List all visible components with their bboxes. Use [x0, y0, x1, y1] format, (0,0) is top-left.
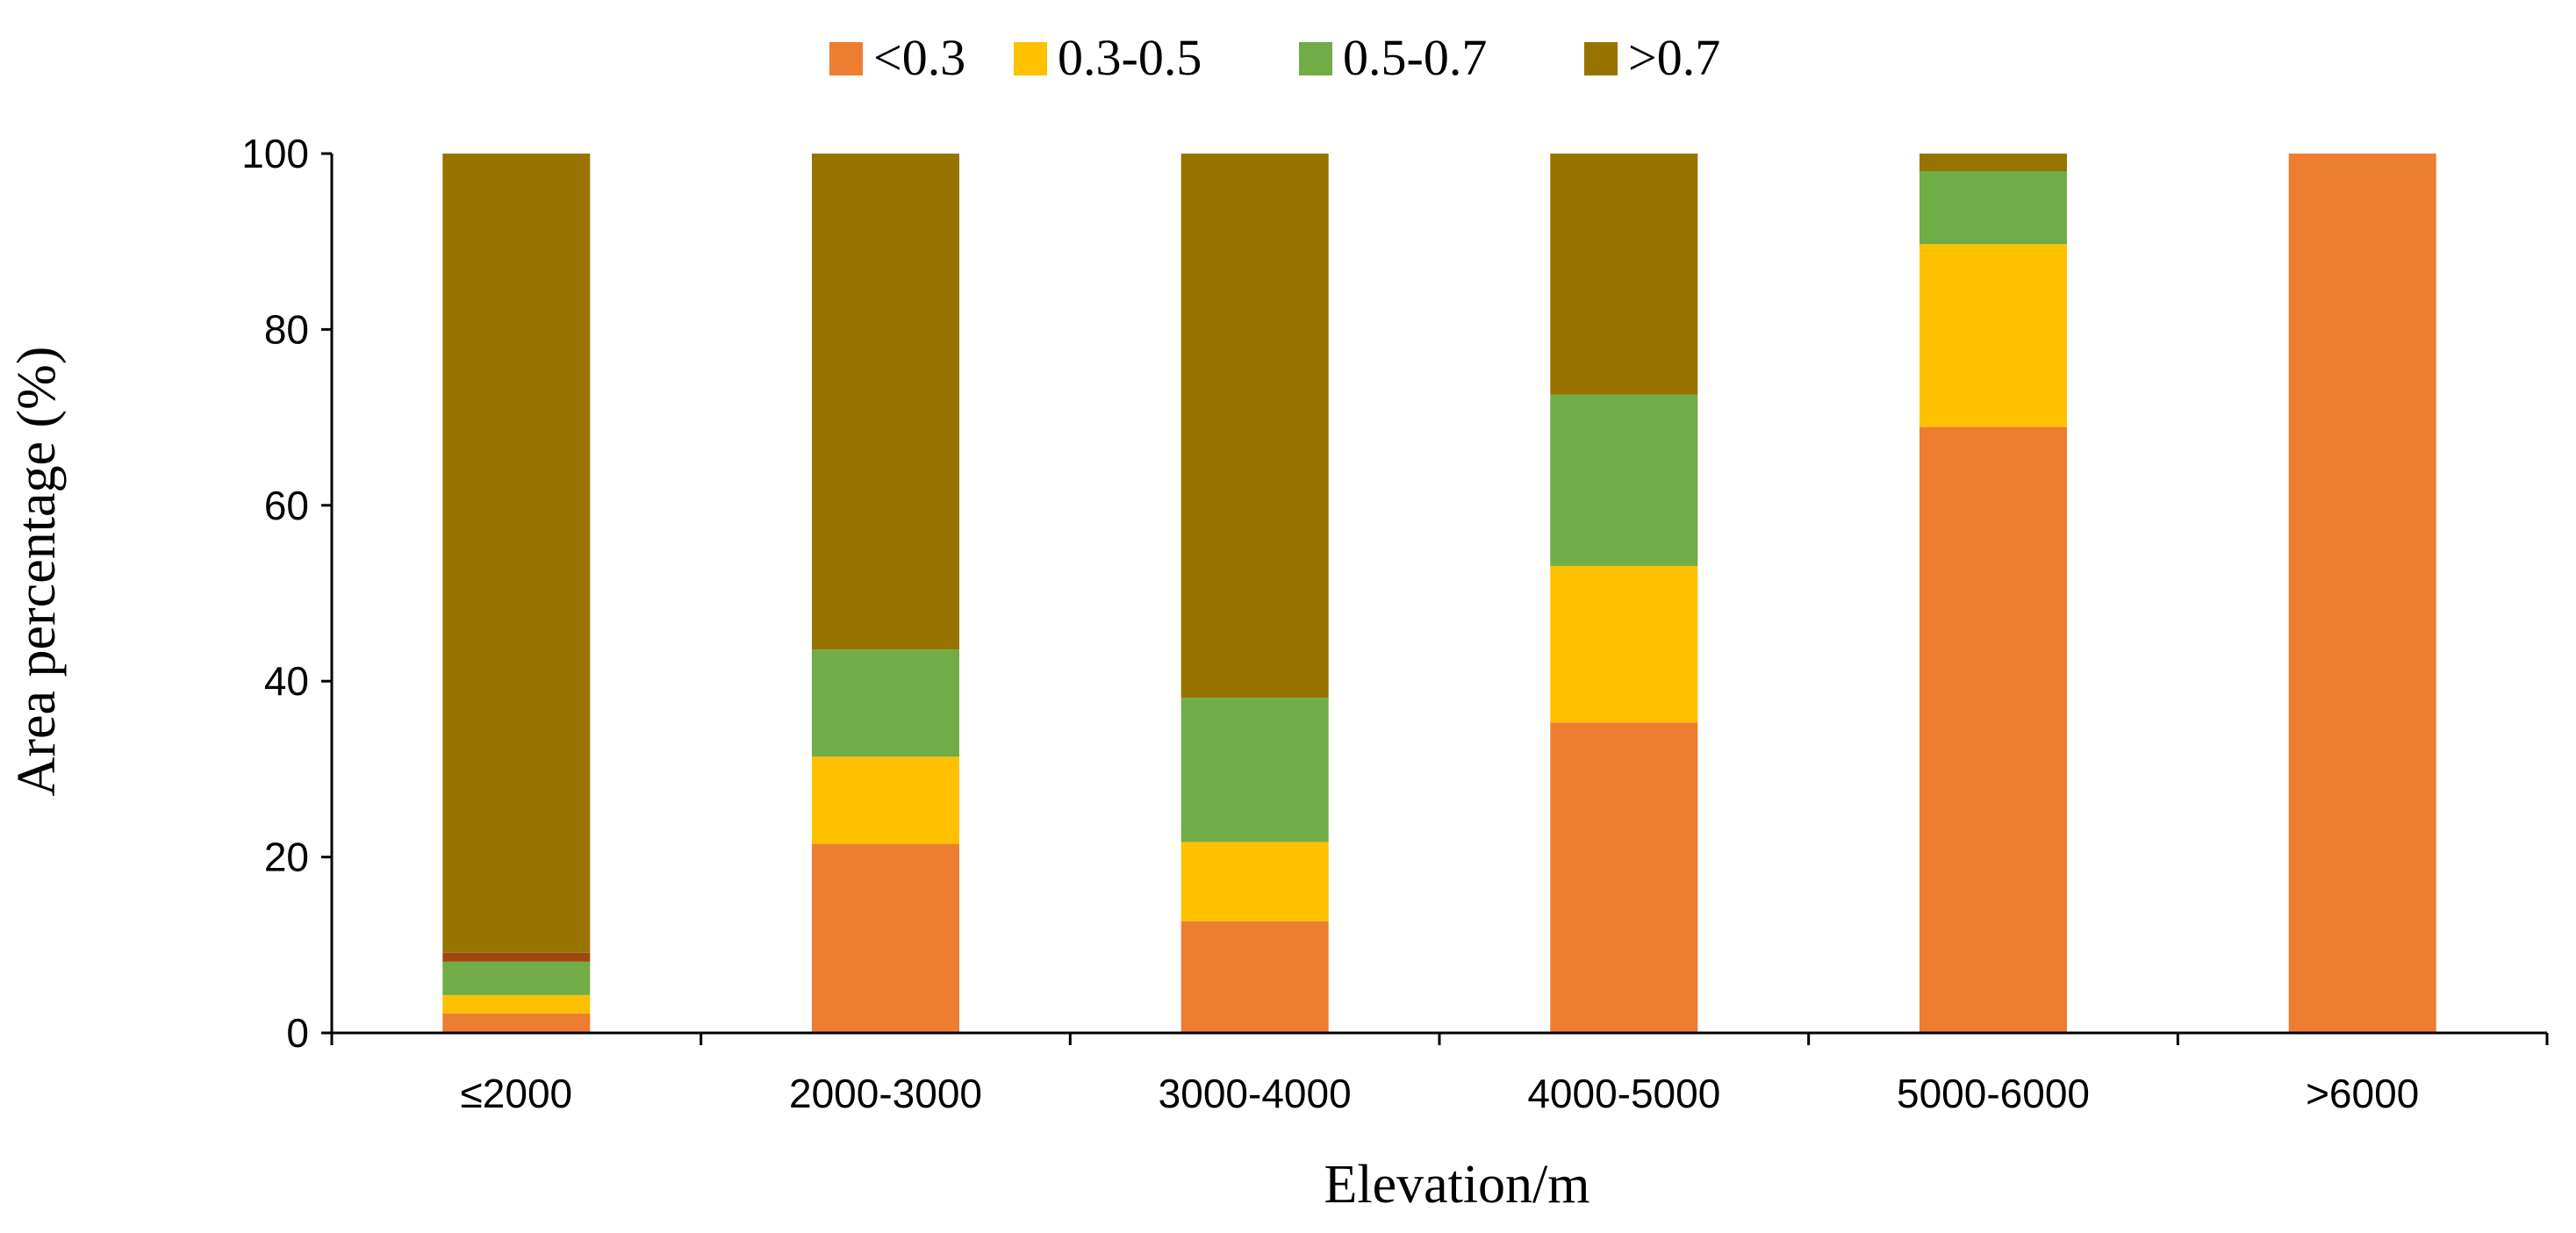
bar-segment-1-5	[442, 154, 591, 953]
bar-segment-3-1	[1180, 921, 1329, 1033]
x-tick-label: >6000	[2306, 1071, 2419, 1116]
bar-segment-4-1	[1550, 722, 1698, 1033]
y-tick-label: 100	[241, 131, 309, 176]
y-tick-label: 60	[264, 483, 309, 528]
bar-segment-5-5	[1919, 154, 2067, 171]
x-axis-title: Elevation/m	[1324, 1155, 1589, 1215]
bar-segment-1-2	[442, 994, 591, 1014]
bar-segment-5-2	[1919, 244, 2067, 427]
legend-label: >0.7	[1628, 29, 1720, 86]
bar-segment-2-2	[812, 756, 959, 844]
bar-segment-2-3	[812, 649, 959, 757]
bar-segment-4-2	[1550, 565, 1698, 723]
bar-segment-2-1	[812, 843, 959, 1033]
bar-segment-5-1	[1919, 427, 2067, 1034]
bar-segment-1-4	[442, 952, 591, 962]
x-tick-label: 3000-4000	[1159, 1071, 1352, 1116]
bar-segment-6-1	[2288, 154, 2436, 1033]
legend-label: <0.3	[873, 29, 965, 86]
legend-label: 0.3-0.5	[1058, 29, 1202, 86]
bar-segment-2-5	[812, 154, 959, 650]
bar-segment-4-5	[1550, 154, 1698, 395]
bar-segment-4-3	[1550, 394, 1698, 566]
y-axis-title: Area percentage (%)	[7, 347, 67, 797]
y-tick-label: 40	[264, 658, 309, 704]
x-axis: ≤2000 2000-3000 3000-4000 4000-5000 5000-600…	[330, 1031, 2549, 1116]
legend-label: 0.5-0.7	[1343, 29, 1487, 86]
y-tick-label: 0	[286, 1010, 309, 1056]
x-tick-label: 2000-3000	[789, 1071, 982, 1116]
bar-segment-3-3	[1180, 698, 1329, 842]
legend: <0.3 0.3-0.5 0.5-0.7 >0.7	[829, 29, 1720, 86]
y-tick-label: 20	[264, 835, 309, 880]
y-axis: 0 20 40 60 80 100	[241, 131, 334, 1056]
bar-segment-3-2	[1180, 842, 1329, 921]
x-tick-label: ≤2000	[461, 1071, 573, 1116]
x-tick-label: 4000-5000	[1527, 1071, 1720, 1116]
bar-segment-5-3	[1919, 171, 2067, 245]
bars	[442, 154, 2436, 1034]
x-tick-label: 5000-6000	[1897, 1071, 2090, 1116]
bar-segment-1-3	[442, 961, 591, 995]
y-tick-label: 80	[264, 306, 309, 352]
bar-segment-3-5	[1180, 154, 1329, 699]
legend-swatch	[1584, 42, 1618, 75]
legend-swatch	[1299, 42, 1332, 75]
legend-swatch	[1014, 42, 1047, 75]
legend-swatch	[829, 42, 863, 75]
bar-segment-1-1	[442, 1014, 591, 1033]
